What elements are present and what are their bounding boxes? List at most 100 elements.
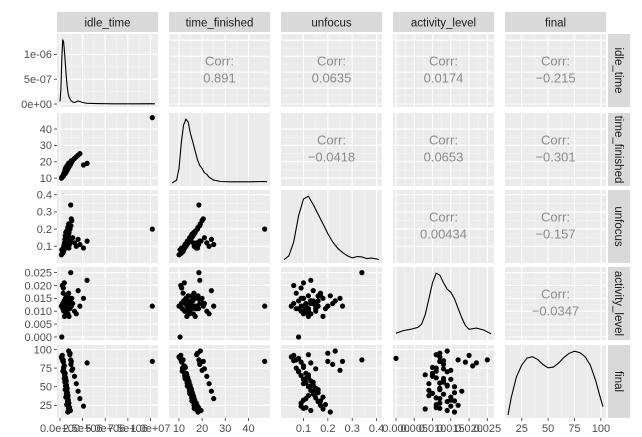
x-tick-label: 0.1: [296, 423, 311, 435]
scatter-point: [60, 247, 66, 253]
scatter-point: [149, 115, 155, 121]
scatter-point: [77, 396, 83, 402]
panel-activity_level-final: Corr: −0.0347: [505, 267, 606, 340]
scatter-point: [451, 409, 458, 415]
scatter-point: [60, 290, 66, 296]
scatter-point: [194, 295, 201, 301]
scatter-point: [315, 387, 321, 393]
scatter-point: [64, 398, 71, 404]
x-tick-label: 0.005: [401, 423, 429, 435]
panel-time_finished-time_finished: [169, 113, 270, 186]
row-strip-time_finished: [608, 113, 630, 186]
panel-background: [393, 34, 494, 107]
scatter-point: [80, 403, 87, 409]
corr-label: Corr:: [429, 210, 458, 225]
column-strip-activity_level: [393, 12, 494, 32]
scatter-point: [61, 375, 67, 382]
scatter-point: [189, 231, 195, 237]
scatter-point: [185, 293, 191, 299]
y-tick-label: 0.1: [37, 241, 52, 253]
row-label-final: final: [612, 371, 624, 392]
scatter-point: [77, 241, 83, 248]
scatter-point: [337, 295, 343, 301]
scatter-point: [310, 288, 316, 294]
y-tick-label: 75: [40, 363, 52, 375]
scatter-point: [64, 293, 71, 299]
scatter-point: [451, 384, 458, 390]
scatter-point: [66, 221, 72, 227]
scatter-point: [67, 240, 73, 246]
scatter-point: [190, 311, 196, 317]
scatter-point: [149, 226, 155, 232]
panel-unfocus-idle_time: [57, 190, 158, 263]
panel-idle_time-idle_time: [57, 34, 158, 107]
scatter-point: [300, 280, 307, 286]
scatter-point: [325, 350, 331, 356]
scatter-point: [179, 368, 185, 374]
scatter-point: [440, 375, 447, 382]
column-label-idle_time: idle_time: [84, 18, 130, 30]
row-label-time_finished: time_finished: [612, 116, 624, 184]
scatter-point: [187, 308, 193, 314]
corr-value: −0.157: [535, 227, 575, 242]
scatter-point: [208, 236, 214, 242]
corr-value: 0.0653: [424, 150, 464, 165]
panel-background: [393, 190, 494, 263]
scatter-point: [68, 270, 74, 276]
scatter-point: [332, 348, 338, 354]
scatter-point: [451, 398, 458, 404]
scatter-point: [178, 282, 184, 289]
scatter-point: [448, 403, 454, 409]
scatter-point: [300, 303, 307, 309]
scatter-point: [393, 355, 399, 361]
scatter-point: [462, 359, 468, 365]
scatter-point: [291, 352, 297, 358]
scatter-point: [75, 236, 81, 242]
column-strip-final: [505, 12, 606, 32]
y-tick-label: 40: [40, 124, 52, 136]
panel-unfocus-activity_level: Corr: 0.00434: [393, 190, 494, 263]
scatter-point: [194, 306, 200, 312]
scatter-point: [433, 402, 439, 408]
scatter-point: [200, 216, 206, 222]
panel-background: [57, 345, 158, 418]
scatter-point: [80, 245, 87, 251]
scatter-point: [305, 352, 311, 358]
scatter-point: [206, 381, 212, 387]
scatter-point: [317, 293, 324, 299]
scatter-point: [298, 295, 304, 301]
scatter-point: [70, 300, 76, 307]
row-strip-final: [608, 345, 630, 418]
panel-background: [57, 190, 158, 263]
scatter-point: [327, 409, 333, 415]
scatter-point: [437, 358, 443, 364]
scatter-point: [184, 383, 190, 389]
panel-background: [169, 345, 270, 418]
scatter-point: [180, 290, 186, 296]
scatter-point: [194, 240, 200, 246]
corr-value: −0.301: [535, 150, 575, 165]
x-tick-label: 100: [592, 423, 610, 435]
density-curve-unfocus: [283, 195, 380, 261]
scatter-point: [300, 405, 307, 411]
panel-activity_level-activity_level: [393, 267, 494, 340]
scatter-point: [80, 295, 87, 301]
x-tick-label: 0.015: [437, 423, 465, 435]
scatter-point: [60, 357, 66, 363]
scatter-point: [300, 364, 307, 370]
scatter-point: [303, 396, 309, 402]
scatter-point: [429, 373, 436, 379]
scatter-point: [308, 298, 314, 304]
corr-label: Corr:: [541, 133, 570, 148]
panel-background: [393, 113, 494, 186]
scatter-point: [296, 306, 302, 312]
y-tick-label: 0e+00: [21, 99, 52, 111]
scatter-point: [189, 293, 195, 299]
scatter-point: [204, 373, 210, 379]
column-label-unfocus: unfocus: [311, 18, 352, 30]
corr-label: Corr:: [541, 287, 570, 302]
scatter-point: [197, 348, 203, 354]
panel-final-idle_time: [57, 345, 158, 418]
column-label-activity_level: activity_level: [411, 18, 476, 30]
